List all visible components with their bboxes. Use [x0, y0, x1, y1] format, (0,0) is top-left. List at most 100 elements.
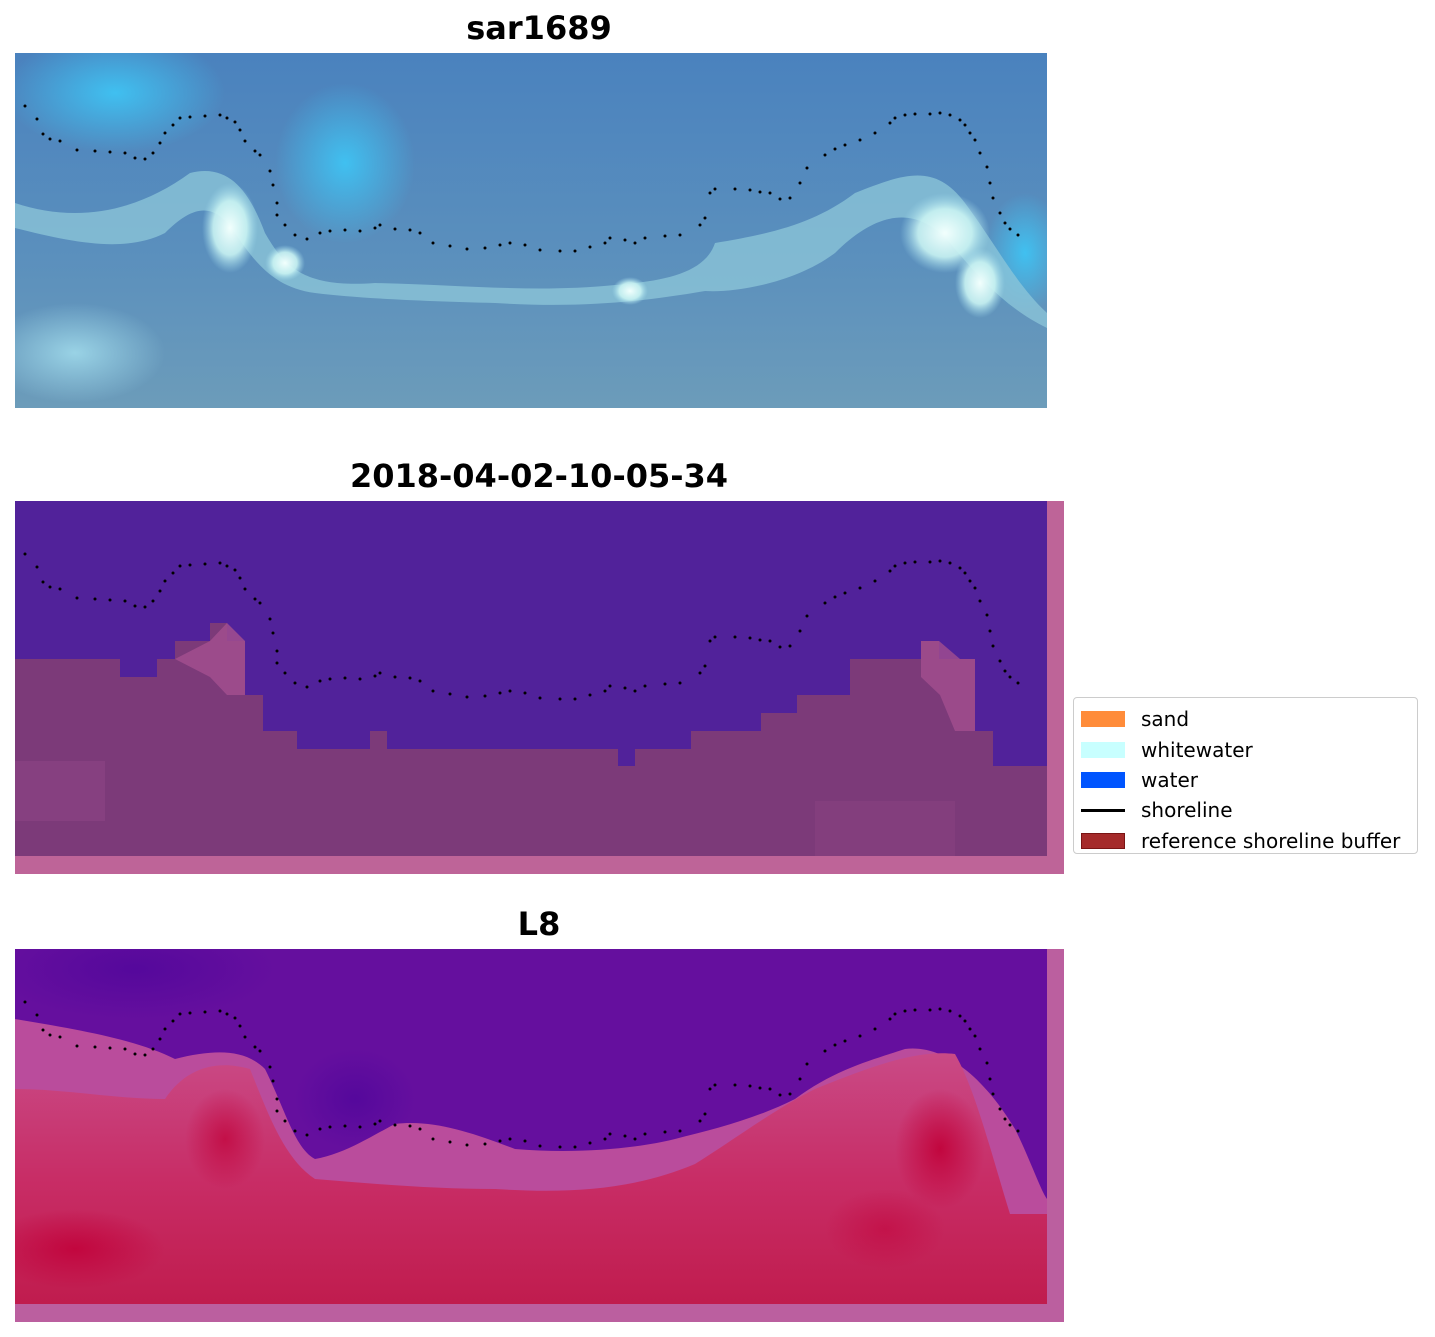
shoreline-point — [465, 1143, 469, 1147]
shoreline-point — [225, 564, 229, 568]
shoreline-point — [233, 1016, 237, 1020]
shoreline-point — [151, 151, 155, 155]
shoreline-point — [985, 1061, 989, 1065]
shoreline-point — [873, 1027, 877, 1031]
shoreline-point — [275, 649, 279, 653]
shoreline-point — [318, 679, 322, 683]
shoreline-point — [378, 1119, 382, 1123]
shoreline-point — [328, 1125, 332, 1129]
shoreline-point — [93, 597, 97, 601]
shoreline-point — [35, 565, 39, 569]
shoreline-point — [171, 123, 175, 127]
shoreline-point — [431, 1137, 435, 1141]
shoreline-point — [678, 681, 682, 685]
shoreline-point — [523, 1139, 527, 1143]
shoreline-point — [798, 629, 802, 633]
shoreline-point — [663, 234, 667, 238]
shoreline-point — [833, 147, 837, 151]
shoreline-point — [963, 1019, 967, 1023]
shoreline-point — [143, 1053, 147, 1057]
shoreline-point — [698, 671, 702, 675]
legend-item-whitewater: whitewater — [1080, 734, 1411, 764]
panel-title-classified: 2018-04-02-10-05-34 — [349, 457, 729, 495]
shoreline-point — [968, 1027, 972, 1031]
shoreline-point — [218, 1009, 222, 1013]
shoreline-point — [1016, 681, 1020, 685]
shoreline-point — [418, 1127, 422, 1131]
shoreline-point — [203, 562, 207, 566]
shoreline-point — [271, 183, 275, 187]
shoreline-point — [218, 113, 222, 117]
shoreline-point — [268, 617, 272, 621]
shoreline-point — [948, 561, 952, 565]
shoreline-point — [623, 1134, 627, 1138]
shoreline-point — [663, 682, 667, 686]
shoreline-point — [603, 689, 607, 693]
shoreline-point — [225, 116, 229, 120]
shoreline-point — [643, 1132, 647, 1136]
shoreline-point — [573, 249, 577, 253]
shoreline-point — [305, 237, 309, 241]
shoreline-point — [108, 1046, 112, 1050]
shoreline-point — [158, 589, 162, 593]
shoreline-point — [75, 1044, 79, 1048]
shoreline-point — [243, 587, 247, 591]
shoreline-point — [748, 1084, 752, 1088]
shoreline-point — [268, 169, 272, 173]
shoreline-point — [708, 191, 712, 195]
shoreline-point — [268, 1065, 272, 1069]
shoreline-point — [41, 132, 45, 136]
shoreline-point — [998, 659, 1002, 663]
shoreline-point — [58, 587, 62, 591]
shoreline-point — [75, 148, 79, 152]
shoreline-point — [225, 1012, 229, 1016]
shoreline-point — [328, 677, 332, 681]
shoreline-point — [23, 552, 27, 556]
shoreline-point — [275, 661, 279, 665]
shoreline-point — [358, 229, 362, 233]
shoreline-trace — [23, 104, 1020, 253]
shoreline-point — [708, 1087, 712, 1091]
shoreline-point — [603, 241, 607, 245]
shoreline-point — [465, 695, 469, 699]
legend-item-water: water — [1080, 765, 1411, 795]
shoreline-point — [498, 1139, 502, 1143]
shoreline-point — [523, 243, 527, 247]
shoreline-point — [48, 1033, 52, 1037]
shoreline-point — [408, 228, 412, 232]
shoreline-point — [188, 1011, 192, 1015]
shoreline-point — [805, 1062, 809, 1066]
shoreline-point — [158, 1037, 162, 1041]
legend-label-shoreline: shoreline — [1141, 798, 1233, 823]
shoreline-point — [393, 675, 397, 679]
shoreline-point — [843, 591, 847, 595]
shoreline-point — [151, 1047, 155, 1051]
shoreline-point — [788, 1092, 792, 1096]
shoreline-point — [448, 1140, 452, 1144]
shoreline-point — [523, 691, 527, 695]
shoreline-point — [823, 153, 827, 157]
shoreline-point — [393, 227, 397, 231]
shoreline-point — [293, 681, 297, 685]
shoreline-point — [238, 1024, 242, 1028]
shoreline-point — [328, 229, 332, 233]
shoreline-point — [393, 1123, 397, 1127]
shoreline-point — [733, 635, 737, 639]
shoreline-point — [448, 692, 452, 696]
shoreline-point — [318, 1127, 322, 1131]
shoreline-point — [343, 676, 347, 680]
shoreline-point — [888, 1017, 892, 1021]
shoreline-point — [973, 1034, 977, 1038]
shoreline-point — [893, 1012, 897, 1016]
shoreline-point — [448, 244, 452, 248]
shoreline-point — [275, 1109, 279, 1113]
shoreline-point — [988, 181, 992, 185]
shoreline-point — [498, 691, 502, 695]
shoreline-point — [233, 568, 237, 572]
shoreline-point — [948, 1009, 952, 1013]
shoreline-point — [588, 693, 592, 697]
shoreline-point — [253, 1045, 257, 1049]
shoreline-point — [973, 138, 977, 142]
shoreline-point — [873, 131, 877, 135]
shoreline-point — [133, 156, 137, 160]
